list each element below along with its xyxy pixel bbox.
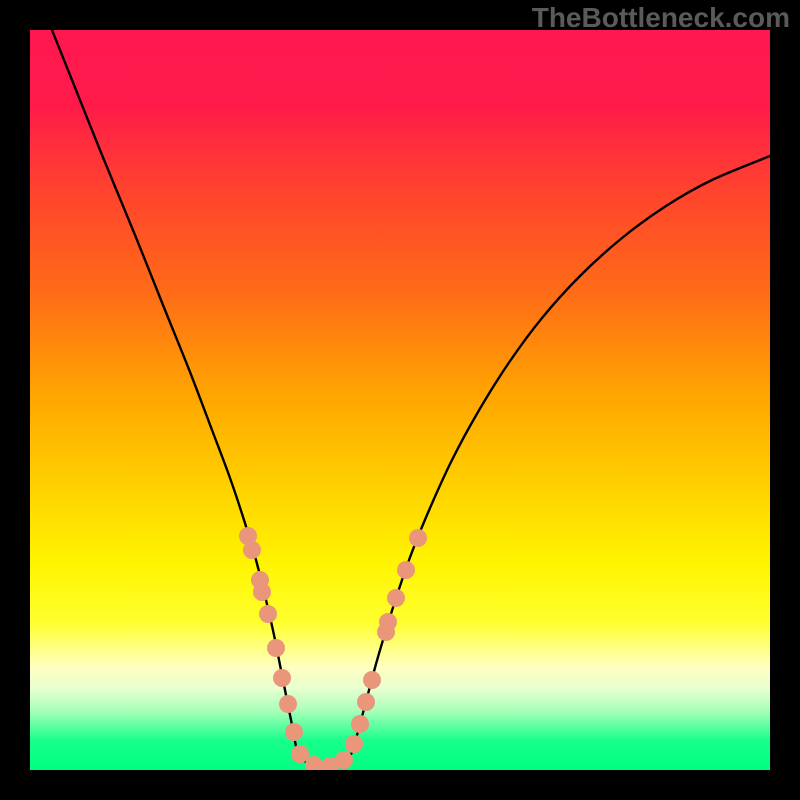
- data-marker: [253, 583, 271, 601]
- data-marker: [285, 723, 303, 741]
- data-marker: [409, 529, 427, 547]
- data-marker: [273, 669, 291, 687]
- marker-group: [239, 527, 427, 770]
- data-marker: [357, 693, 375, 711]
- data-marker: [397, 561, 415, 579]
- data-marker: [267, 639, 285, 657]
- plot-area: [30, 30, 770, 770]
- frame-border-bottom: [0, 770, 800, 800]
- data-marker: [259, 605, 277, 623]
- data-marker: [243, 541, 261, 559]
- frame-border-left: [0, 0, 30, 800]
- data-marker: [345, 735, 363, 753]
- watermark-text: TheBottleneck.com: [532, 2, 790, 34]
- data-marker: [279, 695, 297, 713]
- data-marker: [363, 671, 381, 689]
- data-marker: [291, 745, 309, 763]
- bottleneck-curve: [52, 30, 770, 767]
- data-marker: [387, 589, 405, 607]
- chart-container: TheBottleneck.com: [0, 0, 800, 800]
- plot-svg: [30, 30, 770, 770]
- data-marker: [335, 751, 353, 769]
- frame-border-right: [770, 0, 800, 800]
- data-marker: [351, 715, 369, 733]
- data-marker: [379, 613, 397, 631]
